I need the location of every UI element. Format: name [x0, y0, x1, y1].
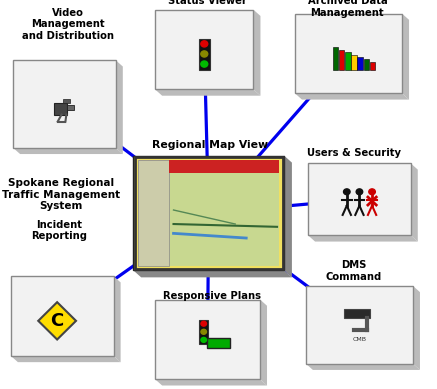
Bar [370, 62, 375, 70]
Circle shape [201, 61, 208, 67]
Polygon shape [402, 14, 409, 100]
Circle shape [201, 321, 207, 326]
Text: Incident
Reporting: Incident Reporting [31, 219, 87, 241]
Bar [138, 160, 169, 266]
Bar [11, 276, 114, 356]
Bar [199, 39, 210, 70]
Bar [364, 60, 369, 70]
Polygon shape [155, 89, 260, 96]
Text: Responsive Plans: Responsive Plans [163, 291, 261, 301]
Text: Users & Security: Users & Security [307, 147, 401, 158]
Bar [339, 50, 344, 70]
Bar [306, 286, 413, 364]
Text: CMB: CMB [352, 336, 367, 342]
Polygon shape [13, 148, 123, 154]
Bar [135, 157, 283, 269]
Text: DMS
Command: DMS Command [326, 260, 382, 282]
Text: Regional Map View: Regional Map View [152, 140, 268, 150]
Bar [138, 160, 279, 266]
Polygon shape [114, 276, 121, 362]
Bar [351, 55, 357, 70]
Bar [155, 10, 253, 89]
Circle shape [343, 189, 350, 194]
Circle shape [369, 189, 375, 194]
Polygon shape [253, 10, 260, 96]
Bar [199, 320, 208, 345]
Polygon shape [284, 156, 292, 277]
Bar [67, 105, 74, 110]
Bar [133, 156, 284, 270]
Bar [333, 47, 338, 70]
Circle shape [201, 337, 207, 342]
Bar [345, 53, 350, 70]
Bar [308, 163, 411, 235]
Text: Intersection
Status Viewer: Intersection Status Viewer [168, 0, 247, 6]
Bar [13, 60, 116, 148]
Polygon shape [413, 286, 420, 370]
Polygon shape [133, 270, 292, 277]
Circle shape [201, 41, 208, 47]
Text: Video
Management
and Distribution: Video Management and Distribution [22, 8, 114, 41]
Polygon shape [308, 235, 418, 242]
Text: C: C [51, 312, 64, 330]
Bar [207, 338, 230, 348]
Polygon shape [411, 163, 418, 242]
Bar [62, 100, 70, 103]
Bar [295, 14, 402, 93]
Bar [357, 57, 363, 70]
Text: Spokane Regional
Traffic Management
System: Spokane Regional Traffic Management Syst… [2, 178, 120, 211]
Circle shape [201, 51, 208, 57]
Circle shape [201, 329, 207, 334]
Bar [54, 103, 67, 114]
Bar [169, 173, 279, 266]
Circle shape [356, 189, 363, 194]
Bar [155, 300, 260, 379]
Polygon shape [11, 356, 121, 362]
Bar [344, 309, 370, 318]
Polygon shape [38, 302, 76, 340]
Polygon shape [260, 300, 267, 385]
Polygon shape [116, 60, 123, 154]
Bar [169, 160, 279, 173]
Polygon shape [295, 93, 409, 100]
Text: Archived Data
Management: Archived Data Management [308, 0, 387, 18]
Polygon shape [306, 364, 420, 370]
Polygon shape [155, 379, 267, 385]
